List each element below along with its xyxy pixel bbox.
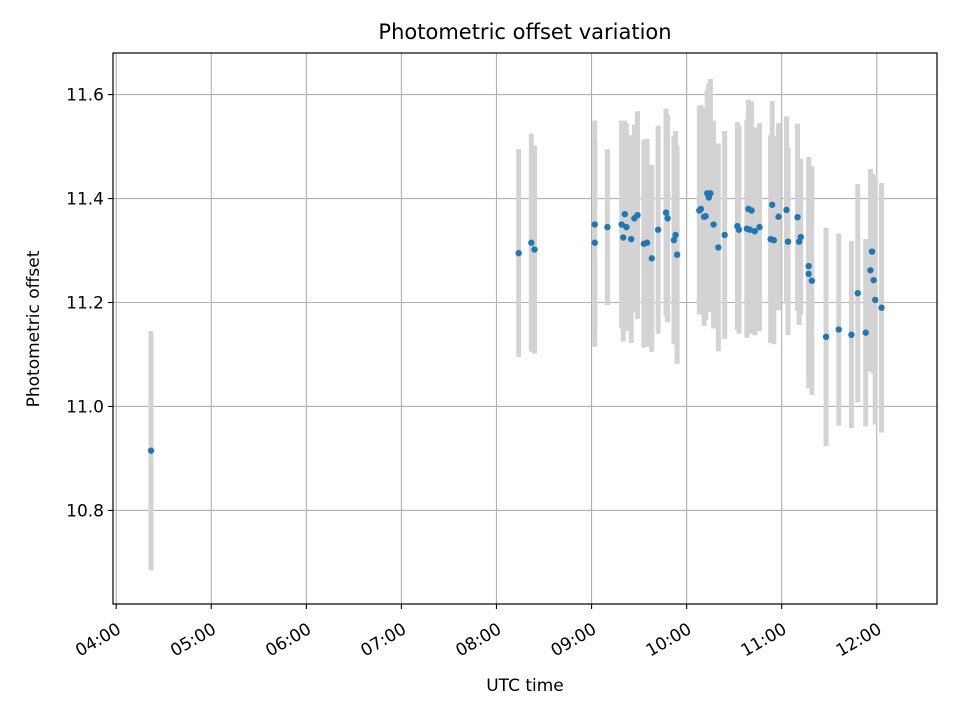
- data-point: [634, 211, 641, 219]
- data-point: [721, 231, 728, 239]
- x-tick-label: 12:00: [833, 619, 885, 661]
- plot-frame: [112, 52, 938, 605]
- data-point: [808, 277, 816, 284]
- y-tick-label: 11.2: [66, 294, 104, 314]
- y-tick-label: 11.0: [66, 397, 104, 417]
- data-point: [654, 226, 662, 233]
- x-tick-label: 06:00: [262, 619, 314, 661]
- data-point: [591, 239, 598, 246]
- x-tick-label: 09:00: [548, 619, 600, 661]
- y-tick-label: 11.6: [66, 86, 104, 106]
- data-point: [868, 248, 876, 255]
- data-point: [835, 326, 842, 333]
- y-axis-label: Photometric offset: [24, 250, 44, 407]
- data-point: [643, 239, 651, 246]
- data-point: [648, 255, 655, 262]
- data-point: [623, 223, 630, 231]
- data-point: [735, 226, 743, 233]
- data-points: [147, 190, 885, 454]
- data-point: [748, 207, 755, 214]
- data-point: [862, 329, 869, 336]
- data-point: [620, 234, 627, 241]
- x-tick-label: 11:00: [738, 619, 790, 661]
- data-point: [756, 223, 763, 231]
- x-tick-label: 08:00: [453, 619, 505, 661]
- data-point: [797, 233, 804, 241]
- data-point: [783, 206, 790, 214]
- x-tick-label: 07:00: [357, 619, 409, 661]
- data-point: [867, 267, 874, 274]
- data-point: [715, 244, 722, 251]
- data-point: [769, 201, 776, 208]
- data-point: [664, 215, 671, 222]
- error-bars: [148, 78, 885, 571]
- x-tick-label: 10:00: [643, 619, 695, 661]
- data-point: [822, 333, 830, 341]
- data-point: [854, 289, 861, 297]
- data-point: [621, 210, 629, 218]
- data-point: [591, 221, 598, 228]
- data-point: [528, 239, 535, 246]
- data-point: [618, 221, 625, 228]
- y-tick-label: 10.8: [66, 501, 104, 521]
- data-point: [784, 238, 792, 245]
- axis-ticks: 04:00 05:00 06:00 07:00 08:00 09:00 10:00 11:00…: [66, 86, 885, 662]
- data-point: [515, 249, 522, 257]
- data-point: [770, 236, 777, 244]
- data-point: [670, 236, 678, 244]
- x-tick-label: 04:00: [72, 619, 124, 661]
- x-tick-label: 05:00: [167, 619, 219, 661]
- data-point: [604, 223, 611, 231]
- data-point: [673, 251, 681, 258]
- y-tick-label: 11.4: [66, 190, 104, 210]
- data-point: [848, 331, 855, 338]
- data-point: [805, 270, 812, 278]
- data-point: [627, 235, 635, 243]
- data-point: [751, 228, 758, 235]
- data-point: [707, 190, 714, 197]
- data-point: [147, 447, 155, 454]
- x-axis-label: UTC time: [486, 676, 564, 696]
- data-point: [531, 246, 538, 253]
- data-point: [870, 276, 877, 284]
- chart-title: Photometric offset variation: [378, 20, 671, 44]
- data-point: [794, 214, 801, 221]
- data-point: [872, 296, 879, 304]
- data-point: [775, 213, 782, 220]
- data-point: [662, 209, 670, 216]
- data-point: [710, 221, 717, 228]
- data-point: [805, 262, 812, 270]
- data-point: [697, 205, 705, 213]
- data-point: [702, 213, 709, 220]
- data-point: [672, 231, 679, 239]
- data-point: [878, 304, 885, 311]
